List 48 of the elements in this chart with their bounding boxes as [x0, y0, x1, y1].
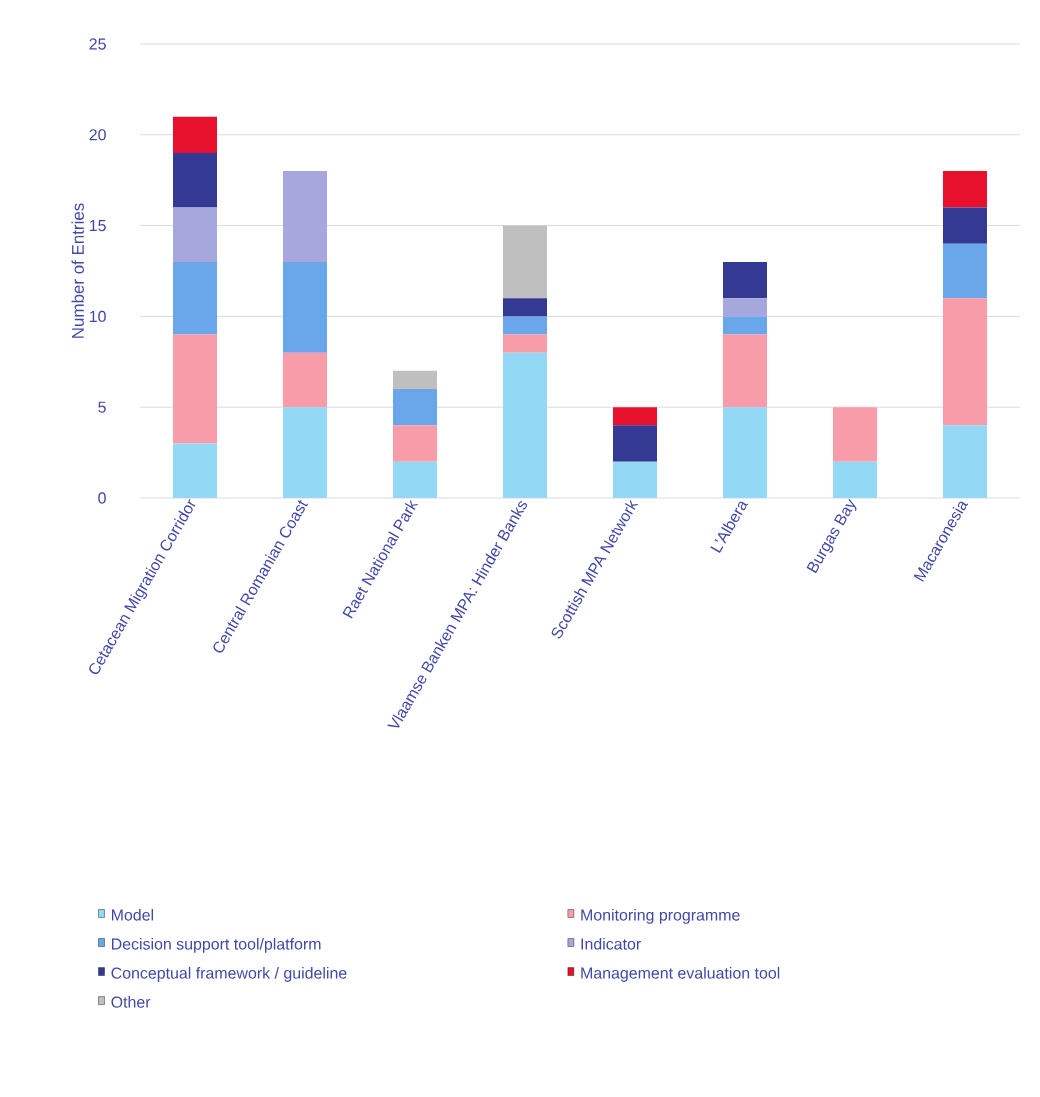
legend-label: Indicator — [581, 938, 641, 950]
bar — [503, 298, 547, 317]
bar — [503, 352, 547, 498]
y-tick-label: 0 — [98, 492, 106, 504]
bar — [283, 407, 327, 498]
bar — [723, 316, 767, 335]
legend-label: Management evaluation tool — [581, 967, 780, 982]
bar — [943, 425, 987, 498]
y-tick-label: 25 — [89, 38, 106, 50]
bar — [283, 261, 327, 353]
bar — [833, 461, 877, 498]
bar — [393, 389, 437, 426]
legend-label: Monitoring programme — [581, 908, 740, 924]
bar — [173, 334, 217, 444]
y-tick-label: 20 — [89, 129, 106, 141]
bar — [723, 407, 767, 498]
legend-label: Other — [111, 996, 151, 1008]
bar — [503, 316, 547, 335]
bar — [503, 225, 547, 299]
bar — [613, 461, 657, 498]
bar — [173, 443, 217, 498]
bar — [833, 407, 877, 462]
bar — [613, 407, 657, 426]
y-tick-label: 10 — [89, 310, 106, 323]
bar — [943, 207, 987, 244]
bar — [393, 461, 437, 498]
legend-label: Model — [112, 908, 154, 921]
legend-label: Decision support tool/platform — [112, 938, 321, 953]
bar — [503, 334, 547, 353]
bar — [723, 298, 767, 317]
y-tick-label: 5 — [98, 401, 106, 413]
bar — [393, 370, 437, 390]
bar — [723, 261, 767, 299]
bar — [283, 171, 327, 262]
bar — [283, 352, 327, 408]
bar — [393, 425, 437, 462]
bar — [943, 298, 987, 426]
y-axis-title: Number of Entries — [71, 203, 84, 338]
y-tick-label: 15 — [89, 220, 106, 232]
bar — [943, 171, 987, 208]
bar — [613, 425, 657, 462]
bar — [723, 334, 767, 408]
bar — [173, 116, 217, 153]
bar — [943, 243, 987, 299]
bar — [173, 207, 217, 262]
bar — [173, 152, 217, 208]
legend-label: Conceptual framework / guideline — [111, 967, 347, 982]
bar — [173, 261, 217, 335]
